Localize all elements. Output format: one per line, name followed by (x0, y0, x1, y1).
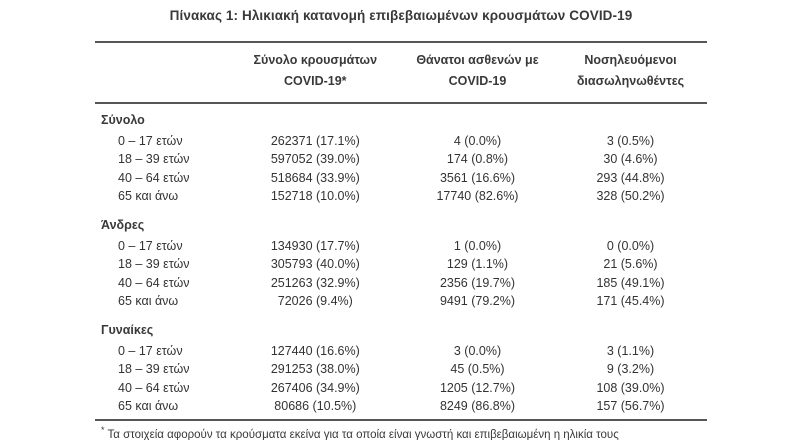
section-label: Σύνολο (101, 113, 145, 128)
table-row: 0 – 17 ετών 262371 (17.1%) 4 (0.0%) 3 (0.5%… (95, 132, 707, 151)
header-total-cases-line1: Σύνολο κρουσμάτων (253, 53, 378, 67)
intubated-cell: 21 (5.6%) (603, 257, 658, 271)
deaths-cell: 3561 (16.6%) (439, 170, 516, 185)
section-label: Άνδρες (101, 218, 145, 233)
deaths-cell: 174 (0.8%) (446, 152, 509, 166)
deaths-cell: 45 (0.5%) (450, 362, 505, 376)
deaths-cell: 2356 (19.7%) (439, 275, 516, 290)
document-page: Πίνακας 1: Ηλικιακή κατανομή επιβεβαιωμέ… (95, 0, 707, 440)
table-row: 18 – 39 ετών 305793 (40.0%) 129 (1.1%) 21 (… (95, 255, 707, 274)
table-row: 65 και άνω 80686 (10.5%) 8249 (86.8%) 157 (… (95, 397, 707, 420)
intubated-cell: 108 (39.0%) (596, 380, 665, 395)
header-total-cases: Σύνολο κρουσμάτων COVID-19* (229, 42, 401, 104)
section-label: Γυναίκες (101, 323, 154, 338)
cases-cell: 80686 (10.5%) (274, 399, 357, 413)
age-cell: 65 και άνω (118, 399, 179, 413)
cases-cell: 127440 (16.6%) (270, 343, 360, 358)
footnote-text: Τα στοιχεία αφορούν τα κρούσματα εκείνα … (107, 428, 619, 440)
deaths-cell: 1 (0.0%) (453, 238, 502, 253)
cases-cell: 305793 (40.0%) (270, 257, 360, 271)
intubated-cell: 9 (3.2%) (606, 362, 655, 376)
header-deaths-line1: Θάνατοι ασθενών με (416, 53, 539, 67)
intubated-cell: 157 (56.7%) (596, 399, 665, 413)
deaths-cell: 17740 (82.6%) (436, 189, 519, 203)
header-deaths: Θάνατοι ασθενών με COVID-19 (400, 42, 554, 104)
cases-cell: 251263 (32.9%) (270, 275, 360, 290)
age-cell: 40 – 64 ετών (118, 170, 190, 185)
intubated-cell: 293 (44.8%) (596, 170, 665, 185)
intubated-cell: 0 (0.0%) (606, 238, 655, 253)
footnote-marker: * (101, 424, 105, 435)
age-cell: 18 – 39 ετών (118, 257, 190, 271)
intubated-cell: 3 (0.5%) (606, 133, 655, 148)
header-intubated-line1: Νοσηλευόμενοι (584, 53, 677, 67)
intubated-cell: 171 (45.4%) (596, 294, 665, 308)
table-row: 40 – 64 ετών 251263 (32.9%) 2356 (19.7%) 18… (95, 274, 707, 293)
covid-age-distribution-table: Σύνολο κρουσμάτων COVID-19* Θάνατοι ασθε… (95, 41, 707, 421)
deaths-cell: 4 (0.0%) (453, 133, 502, 148)
intubated-cell: 328 (50.2%) (596, 189, 665, 203)
age-cell: 65 και άνω (118, 294, 179, 308)
table-row: 18 – 39 ετών 597052 (39.0%) 174 (0.8%) 30 (… (95, 150, 707, 169)
deaths-cell: 8249 (86.8%) (439, 399, 516, 413)
table-row: 18 – 39 ετών 291253 (38.0%) 45 (0.5%) 9 (3.… (95, 360, 707, 379)
age-cell: 18 – 39 ετών (118, 362, 190, 376)
cases-cell: 267406 (34.9%) (270, 380, 360, 395)
cases-cell: 262371 (17.1%) (270, 133, 360, 148)
age-cell: 65 και άνω (118, 189, 179, 203)
header-intubated: Νοσηλευόμενοι διασωληνωθέντες (553, 42, 707, 104)
table-row: 0 – 17 ετών 134930 (17.7%) 1 (0.0%) 0 (0.0%… (95, 237, 707, 256)
header-deaths-line2: COVID-19 (448, 74, 507, 89)
age-cell: 18 – 39 ετών (118, 152, 190, 166)
table-row: 40 – 64 ετών 267406 (34.9%) 1205 (12.7%) 10… (95, 379, 707, 398)
cases-cell: 152718 (10.0%) (270, 189, 360, 203)
cases-cell: 134930 (17.7%) (270, 238, 360, 253)
age-cell: 0 – 17 ετών (118, 238, 183, 253)
section-row: Γυναίκες (95, 314, 707, 342)
table-title: Πίνακας 1: Ηλικιακή κατανομή επιβεβαιωμέ… (169, 8, 633, 23)
section-row: Άνδρες (95, 209, 707, 237)
table-row: 0 – 17 ετών 127440 (16.6%) 3 (0.0%) 3 (1.1%… (95, 342, 707, 361)
intubated-cell: 3 (1.1%) (606, 343, 655, 358)
footnote: * Τα στοιχεία αφορούν τα κρούσματα εκείνα… (95, 424, 707, 440)
cases-cell: 518684 (33.9%) (270, 170, 360, 185)
deaths-cell: 1205 (12.7%) (439, 380, 516, 395)
age-cell: 0 – 17 ετών (118, 343, 183, 358)
cases-cell: 291253 (38.0%) (270, 362, 360, 376)
header-intubated-line2: διασωληνωθέντες (576, 74, 685, 89)
table-row: 65 και άνω 72026 (9.4%) 9491 (79.2%) 171 (4… (95, 292, 707, 314)
age-cell: 40 – 64 ετών (118, 275, 190, 290)
cases-cell: 72026 (9.4%) (277, 294, 353, 308)
age-cell: 0 – 17 ετών (118, 133, 183, 148)
deaths-cell: 9491 (79.2%) (439, 294, 516, 308)
deaths-cell: 3 (0.0%) (453, 343, 502, 358)
table-row: 65 και άνω 152718 (10.0%) 17740 (82.6%) 328… (95, 187, 707, 209)
intubated-cell: 30 (4.6%) (603, 152, 658, 166)
age-cell: 40 – 64 ετών (118, 380, 190, 395)
intubated-cell: 185 (49.1%) (596, 275, 665, 290)
cases-cell: 597052 (39.0%) (270, 152, 360, 166)
header-age-column (95, 42, 230, 104)
header-row: Σύνολο κρουσμάτων COVID-19* Θάνατοι ασθε… (95, 42, 707, 104)
deaths-cell: 129 (1.1%) (446, 257, 509, 271)
section-row: Σύνολο (95, 103, 707, 132)
table-row: 40 – 64 ετών 518684 (33.9%) 3561 (16.6%) 29… (95, 169, 707, 188)
header-total-cases-line2: COVID-19* (284, 74, 347, 89)
